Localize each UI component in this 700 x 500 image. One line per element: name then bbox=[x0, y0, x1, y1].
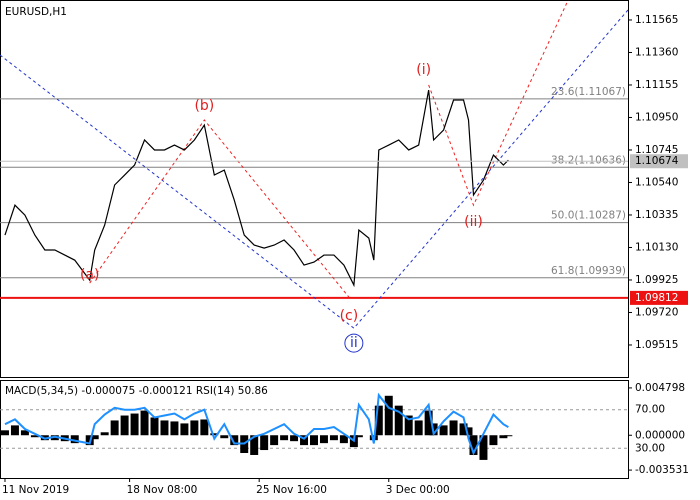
y-tick-label: 1.11565 bbox=[635, 14, 678, 26]
macd-bar bbox=[260, 435, 269, 451]
y-tick-label: 1.10130 bbox=[635, 241, 678, 253]
y-tick-label: 1.11155 bbox=[635, 79, 678, 91]
macd-bar bbox=[459, 423, 468, 436]
indicator-title: MACD(5,34,5) -0.000075 -0.000121 RSI(14)… bbox=[5, 385, 268, 397]
wave-label: (i) bbox=[416, 62, 431, 78]
macd-bar bbox=[120, 415, 129, 436]
rsi-line bbox=[4, 392, 509, 456]
x-tick-label: 25 Nov 16:00 bbox=[256, 484, 327, 496]
macd-bar bbox=[20, 430, 29, 436]
support-price-label: 1.09812 bbox=[635, 292, 678, 304]
macd-bar bbox=[250, 435, 259, 455]
macd-bar bbox=[464, 427, 473, 436]
macd-bar bbox=[160, 420, 169, 436]
macd-bar bbox=[170, 421, 179, 436]
macd-bar bbox=[180, 423, 189, 436]
macd-bar bbox=[439, 425, 448, 436]
y2-tick-label: 30.00 bbox=[635, 442, 665, 454]
support-price-box bbox=[630, 290, 688, 305]
wave-label: (b) bbox=[194, 98, 214, 114]
last-price-label: 1.10674 bbox=[635, 155, 679, 167]
macd-bar bbox=[90, 435, 99, 440]
y-tick-label: -0.003531 bbox=[635, 464, 689, 476]
last-price-box bbox=[630, 154, 688, 169]
fib-label: 23.6(1.11067) bbox=[551, 86, 626, 98]
macd-bar bbox=[220, 435, 229, 439]
macd-bar bbox=[424, 410, 433, 436]
macd-bar bbox=[319, 435, 328, 444]
y-tick-label: 1.10540 bbox=[635, 176, 678, 188]
wave-label: ii bbox=[350, 335, 358, 351]
macd-bar bbox=[489, 435, 498, 446]
macd-bar bbox=[110, 420, 119, 436]
y-tick-label: 1.10335 bbox=[635, 209, 678, 221]
macd-bar bbox=[30, 435, 39, 438]
macd-bar bbox=[280, 435, 289, 441]
macd-bar bbox=[339, 435, 348, 444]
y-tick-label: 1.11360 bbox=[635, 46, 678, 58]
macd-bar bbox=[100, 432, 109, 436]
wave-label: (a) bbox=[80, 267, 100, 283]
y-tick-label: 1.09515 bbox=[635, 339, 678, 351]
macd-bar bbox=[150, 417, 159, 436]
x-tick-label: 3 Dec 00:00 bbox=[386, 484, 450, 496]
y-tick-label: 0.000000 bbox=[635, 429, 685, 441]
macd-bar bbox=[394, 405, 403, 436]
wave-label: (ii) bbox=[464, 214, 483, 230]
macd-bar bbox=[414, 420, 423, 436]
macd-bar bbox=[290, 435, 299, 442]
macd-bar bbox=[499, 435, 508, 439]
wave-label: (c) bbox=[340, 308, 359, 324]
y-tick-label: 1.10950 bbox=[635, 111, 678, 123]
main-frame bbox=[0, 0, 629, 378]
macd-bar bbox=[374, 405, 383, 436]
macd-bar bbox=[210, 433, 219, 436]
macd-bar bbox=[310, 435, 318, 446]
macd-bar bbox=[190, 420, 199, 436]
trendline bbox=[428, 0, 569, 207]
macd-bar bbox=[449, 420, 458, 436]
macd-bar bbox=[479, 435, 488, 460]
chart-title: EURUSD,H1 bbox=[5, 6, 67, 18]
wave-circle bbox=[344, 333, 364, 353]
macd-bar bbox=[329, 435, 338, 441]
macd-bar bbox=[384, 395, 393, 436]
x-tick-label: 18 Nov 08:00 bbox=[127, 484, 198, 496]
macd-bar bbox=[270, 435, 279, 446]
price-line bbox=[4, 89, 509, 288]
trendline bbox=[0, 9, 629, 329]
trendline bbox=[89, 119, 350, 298]
macd-bar bbox=[504, 435, 513, 437]
fib-label: 38.2(1.10636) bbox=[551, 154, 626, 166]
macd-bar bbox=[230, 435, 239, 446]
fib-label: 61.8(1.09939) bbox=[551, 265, 626, 277]
macd-bar bbox=[0, 430, 9, 436]
macd-bar bbox=[70, 435, 79, 444]
macd-bar bbox=[469, 435, 478, 455]
macd-bar bbox=[354, 435, 363, 438]
macd-bar bbox=[140, 410, 149, 436]
x-tick-label: 11 Nov 2019 bbox=[2, 484, 69, 496]
macd-bar bbox=[404, 415, 413, 436]
macd-bar bbox=[300, 435, 309, 446]
macd-bar bbox=[10, 425, 19, 436]
fib-label: 50.0(1.10287) bbox=[551, 210, 626, 222]
y2-tick-label: 70.00 bbox=[635, 404, 665, 416]
y-tick-label: 0.004798 bbox=[635, 382, 685, 394]
macd-bar bbox=[130, 413, 139, 436]
macd-bar bbox=[200, 419, 209, 436]
y-tick-label: 1.09720 bbox=[635, 306, 678, 318]
indicator-frame bbox=[0, 380, 629, 479]
y-tick-label: 1.10745 bbox=[635, 144, 678, 156]
y-tick-label: 1.09925 bbox=[635, 274, 678, 286]
